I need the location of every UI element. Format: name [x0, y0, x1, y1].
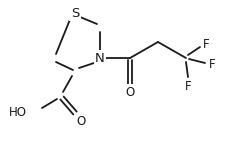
Text: F: F [203, 37, 209, 50]
Text: N: N [95, 52, 105, 65]
Text: O: O [125, 86, 135, 99]
Text: S: S [71, 7, 79, 20]
Text: O: O [76, 115, 86, 127]
Text: F: F [209, 58, 215, 70]
Text: F: F [185, 79, 191, 92]
Text: HO: HO [9, 106, 27, 119]
